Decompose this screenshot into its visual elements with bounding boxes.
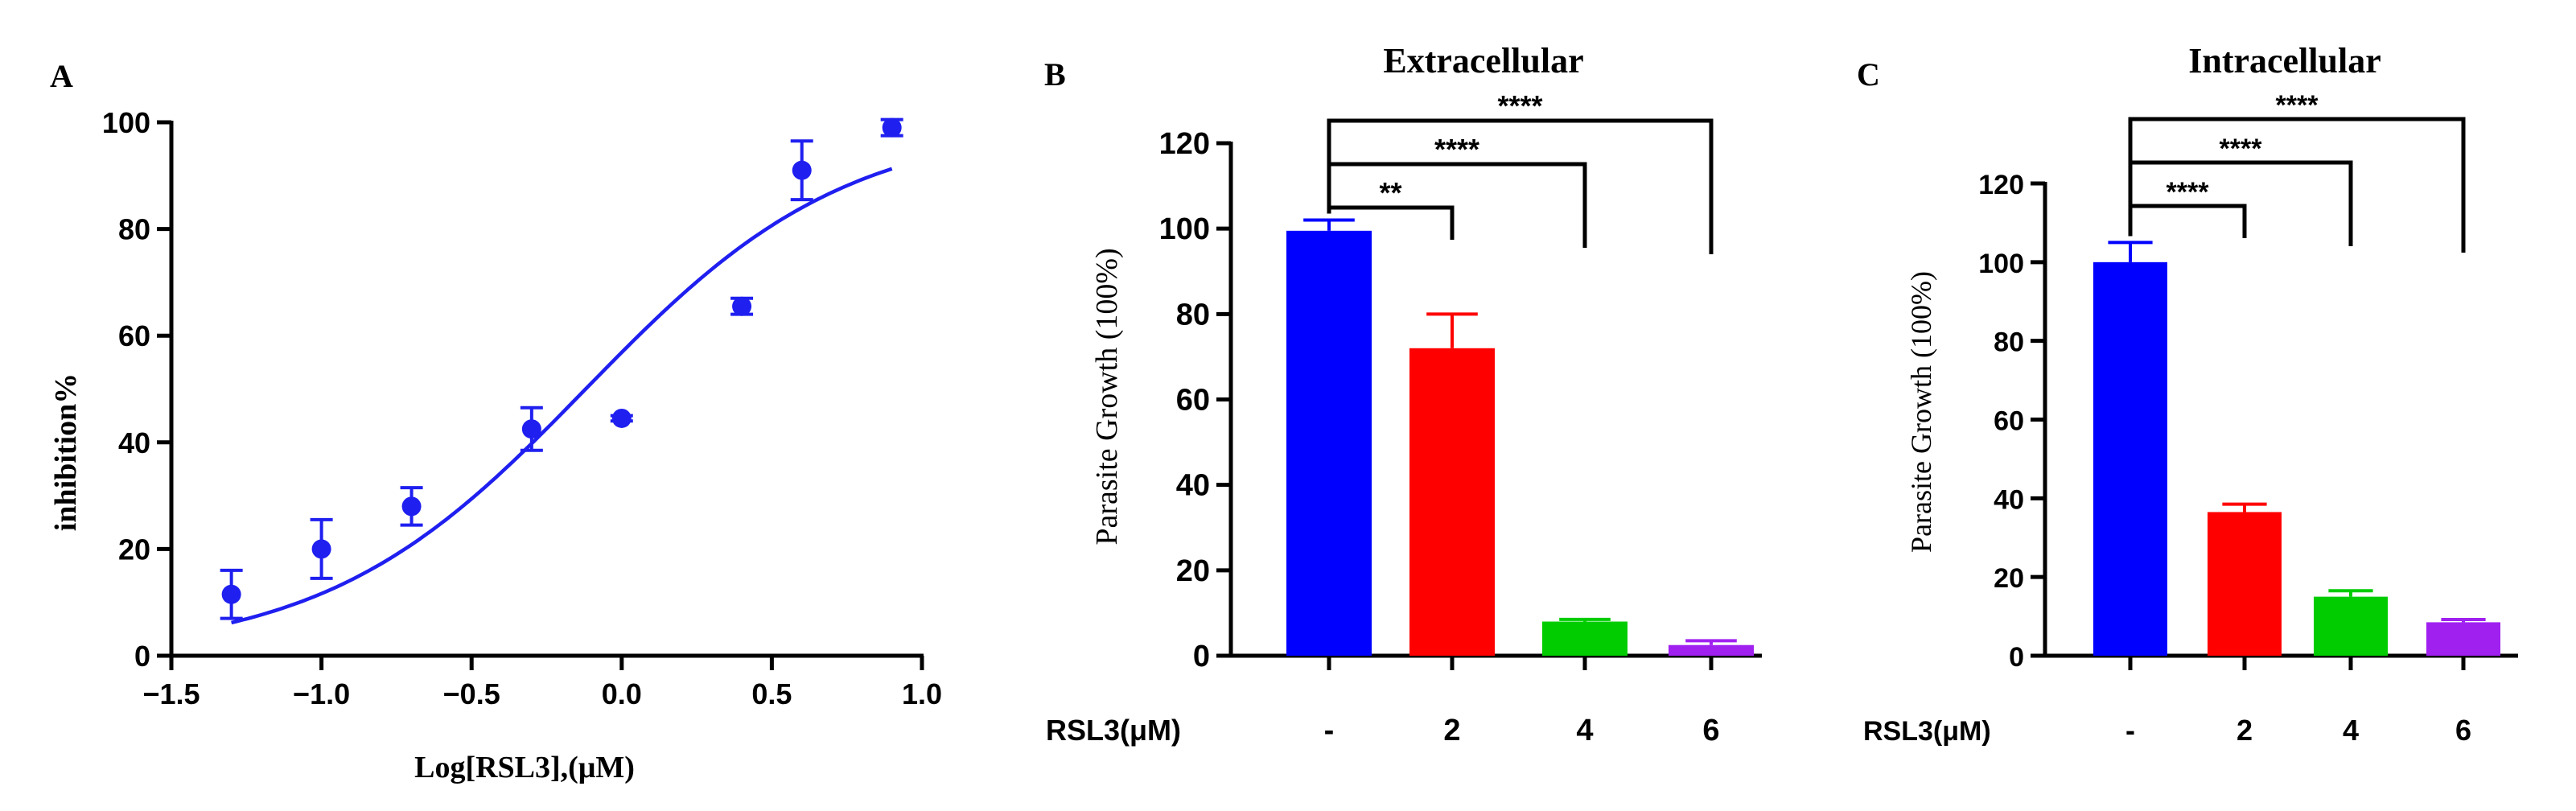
panel-b-significance-label: ** [1379,176,1401,209]
panel-a-y-tick-label: 80 [118,213,150,246]
panel-b-category-label: 4 [1576,714,1593,747]
panel-b-significance-label: **** [1497,89,1542,122]
panel-a-y-axis-label: inhibition% [49,373,83,531]
panel-c-significance-bracket [2128,117,2466,253]
panel-c-significance-label: **** [2276,90,2319,121]
panel-b-bars [1286,218,1754,657]
panel-a-x-tick-label: 0.5 [751,677,792,710]
panel-c-category-label: 6 [2455,714,2471,747]
panel-c-y-tick-label: 0 [2009,642,2024,673]
panel-a-data-point [732,296,752,316]
panel-a-x-axis-label: Log[RSL3],(μM) [414,751,635,784]
panel-a-y-tick-label: 0 [134,640,150,673]
panel-c-y-tick-label: 60 [1994,406,2024,437]
panel-a-data-points [220,117,903,620]
panel-b-category-label: 6 [1702,714,1719,747]
panel-b-y-tick-label: 40 [1176,469,1210,503]
panel-a-data-point [311,539,331,559]
panel-b-category-label: 2 [1443,714,1460,747]
panel-b-significance-bracket [1327,118,1714,254]
panel-a-data-point [611,408,632,428]
panel-label-c: C [1857,56,1880,93]
panel-c-y-tick-label: 80 [1994,327,2024,358]
panel-c-bar [2314,596,2388,656]
panel-a-x-tick-label: 0.0 [602,677,642,710]
panel-c-category-label: 2 [2237,714,2253,747]
panel-a-data-point [401,496,422,517]
panel-b-significance-label: **** [1434,133,1479,166]
panel-b-bar [1409,348,1495,656]
panel-a-fit-curve [231,167,893,625]
panel-a-y-tick-label: 60 [118,319,150,352]
panel-b-bar [1286,230,1372,657]
panel-c-category-label: - [2125,714,2135,747]
panel-b-y-tick-label: 0 [1193,640,1210,673]
panel-b-bar [1669,644,1754,656]
panel-a-x-tick-label: −1.5 [142,677,200,710]
panel-label-b: B [1044,56,1066,93]
panel-c-category-label: 4 [2343,714,2359,747]
panel-b-y-tick-label: 80 [1176,298,1210,331]
panel-a-y-tick-label: 40 [118,426,150,459]
panel-a-data-point [882,117,902,138]
panel-b: B Extracellular Parasite Growth (100%) R… [1044,41,1762,747]
panel-c-y-tick-label: 20 [1994,563,2024,594]
panel-b-y-axis-label: Parasite Growth (100%) [1090,248,1124,545]
panel-b-y-tick-label: 60 [1176,384,1210,418]
panel-c-axes: 0 20 40 60 80 100 120 - 2 4 6 [1978,170,2518,747]
panel-a-data-point [521,419,541,439]
panel-c-title: Intracellular [2188,41,2381,80]
panel-c-y-tick-label: 40 [1994,484,2024,515]
panel-a-x-tick-label: 1.0 [902,677,942,710]
panel-a-data-point [221,584,241,604]
panel-b-y-tick-label: 20 [1176,554,1210,588]
panel-c-y-tick-label: 120 [1978,170,2024,200]
panel-c-bar [2426,622,2500,656]
panel-a-x-tick-label: −0.5 [443,677,500,710]
panel-c-significance-label: **** [2220,134,2263,164]
panel-a: A inhibition% Log[RSL3],(μM) 0 20 40 60 80 10… [49,58,942,784]
panel-label-a: A [50,58,73,94]
panel-b-y-tick-label: 100 [1159,212,1210,246]
panel-a-y-tick-label: 100 [102,106,150,139]
panel-b-bar [1542,621,1627,656]
panel-c-row-label: RSL3(μM) [1863,716,1991,747]
panel-c-bars [2093,241,2500,656]
panel-c-bar [2208,512,2282,656]
panel-a-x-tick-label: −1.0 [293,677,350,710]
panel-b-category-label: - [1324,714,1335,747]
panel-b-significance: ********** [1327,89,1714,254]
panel-b-y-tick-label: 120 [1159,127,1210,161]
panel-a-y-tick-label: 20 [118,533,150,566]
panel-b-row-label: RSL3(μM) [1046,714,1181,747]
panel-c-y-tick-label: 100 [1978,249,2024,279]
panel-c-y-axis-label: Parasite Growth (100%) [1905,271,1937,553]
panel-c-bar [2093,261,2167,656]
panel-b-title: Extracellular [1383,41,1583,80]
panel-c-significance-label: **** [2167,177,2210,208]
panel-a-fit-curve-group [231,167,893,625]
panel-c-significance-bracket [2128,204,2247,238]
panel-a-axes: 0 20 40 60 80 100 −1.5 −1.0 −0.5 0.0 0.5 1.0 [102,106,942,710]
panel-c: C Intracellular Parasite Growth (100%) R… [1857,41,2518,747]
panel-c-significance: **** **** **** [2128,90,2466,253]
panel-a-data-point [792,160,812,180]
